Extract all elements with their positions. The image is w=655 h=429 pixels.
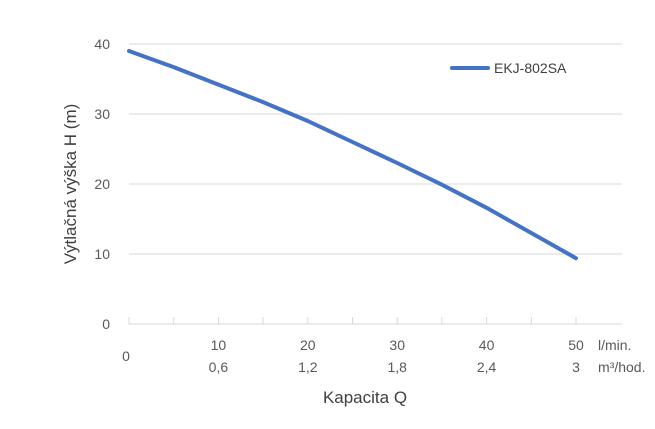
y-tick-label: 10 [94,246,110,262]
x-tick-marks [128,317,577,324]
y-tick-label: 20 [94,176,110,192]
x-tick-label-secondary: 3 [572,359,580,375]
x-tick-labels: 0 10 20 30 40 50 0,6 1,2 1,8 2,4 3 [122,337,584,375]
legend-label: EKJ-802SA [494,60,567,76]
x-tick-label-primary: 20 [300,337,316,353]
x-tick-label-primary: 40 [479,337,495,353]
y-tick-labels: 0 10 20 30 40 [94,36,110,332]
legend: EKJ-802SA [450,60,567,76]
x-tick-label-primary: 30 [389,337,405,353]
y-tick-label: 0 [102,316,110,332]
series-line [127,49,578,261]
series-layer [127,49,578,261]
x-unit-primary: l/min. [598,337,631,353]
x-tick-label-secondary: 2,4 [477,359,497,375]
x-tick-label-secondary: 1,8 [387,359,407,375]
gridlines [129,43,622,325]
y-tick-label: 40 [94,36,110,52]
x-tick-label-primary: 0 [122,348,130,364]
x-axis-title: Kapacita Q [323,388,407,407]
x-tick-label-primary: 50 [568,337,584,353]
y-tick-label: 30 [94,106,110,122]
x-unit-secondary: m³/hod. [598,359,645,375]
x-tick-label-secondary: 1,2 [298,359,318,375]
x-tick-label-secondary: 0,6 [209,359,229,375]
x-tick-label-primary: 10 [211,337,227,353]
y-axis-title: Výtlačná výška H (m) [61,104,80,265]
